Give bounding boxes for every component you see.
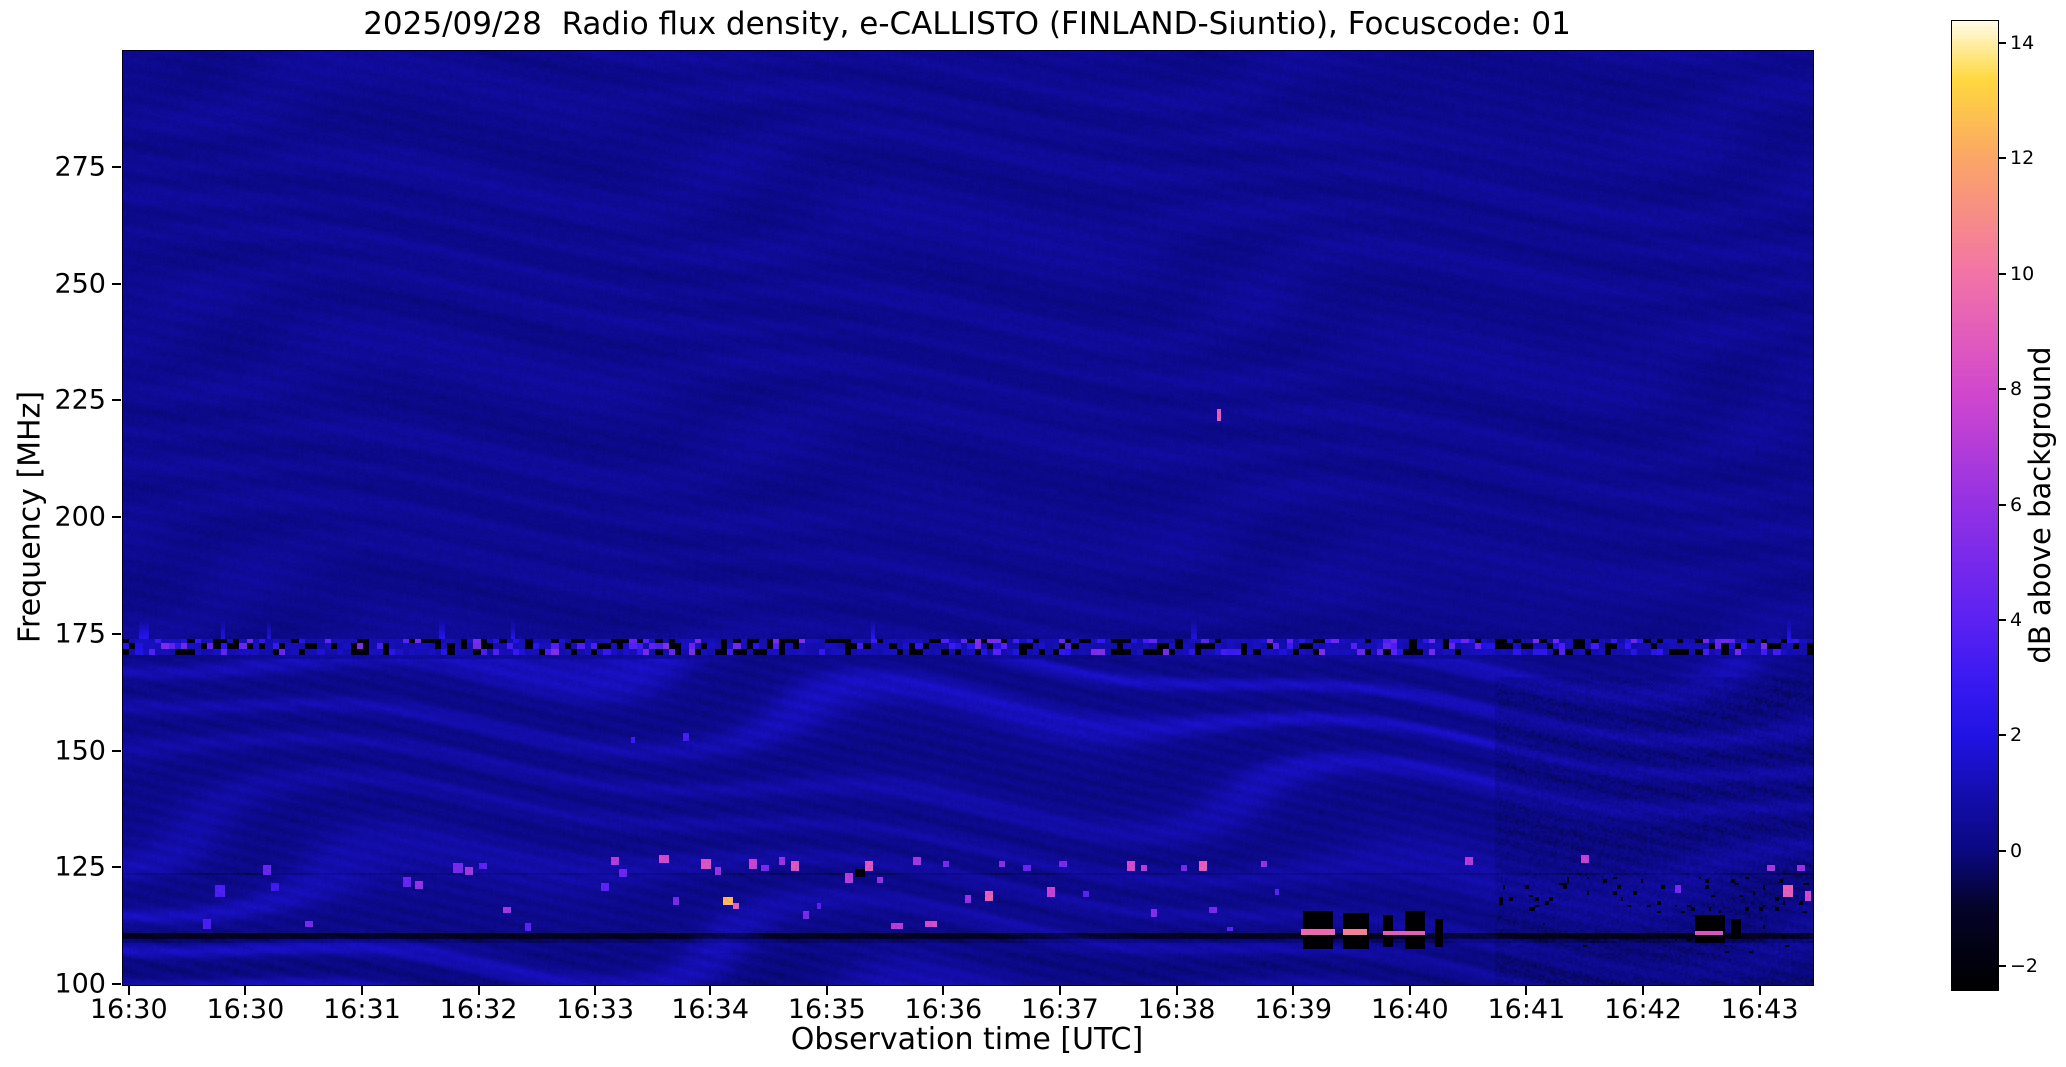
colorbar-tick-mark (1998, 618, 2006, 621)
x-tick-mark (1408, 986, 1411, 995)
colorbar-tick-label: 4 (2010, 608, 2023, 631)
colorbar-tick-label: 14 (2010, 32, 2035, 55)
colorbar-tick-label: 8 (2010, 378, 2023, 401)
x-tick-label: 16:37 (1021, 994, 1099, 1025)
x-tick-mark (360, 986, 363, 995)
x-tick-mark (127, 986, 130, 995)
x-tick-label: 16:34 (671, 994, 750, 1025)
x-tick-label: 16:38 (1137, 994, 1216, 1025)
x-tick-label: 16:33 (556, 994, 635, 1025)
y-tick-mark (112, 632, 121, 635)
colorbar (1951, 20, 1999, 991)
x-tick-label: 16:35 (787, 994, 866, 1025)
x-tick-mark (709, 986, 712, 995)
y-tick-mark (112, 516, 121, 518)
x-tick-mark (1292, 986, 1295, 995)
y-tick-mark (112, 983, 121, 985)
x-tick-label: 16:39 (1254, 994, 1333, 1025)
x-tick-label: 16:40 (1370, 994, 1449, 1025)
colorbar-label: dB above background (2023, 346, 2057, 664)
colorbar-tick-mark (1998, 734, 2006, 737)
colorbar-tick-label: 10 (2010, 262, 2035, 285)
y-tick-mark (112, 866, 121, 869)
colorbar-tick-label: −2 (2010, 954, 2039, 977)
x-tick-label: 16:41 (1487, 994, 1566, 1025)
colorbar-tick-label: 6 (2010, 493, 2023, 516)
x-tick-label: 16:42 (1604, 994, 1682, 1025)
colorbar-tick-mark (1998, 388, 2006, 391)
colorbar-tick-mark (1998, 503, 2006, 506)
x-tick-mark (825, 986, 828, 995)
colorbar-tick-mark (1998, 157, 2006, 160)
y-tick-mark (112, 399, 121, 402)
y-tick-label: 275 (54, 151, 106, 183)
x-tick-label: 16:43 (1720, 994, 1799, 1025)
y-tick-label: 200 (54, 501, 106, 533)
spectrogram-canvas (123, 51, 1813, 985)
colorbar-tick-label: 12 (2010, 147, 2035, 170)
colorbar-tick-mark (1998, 42, 2006, 45)
x-tick-mark (244, 986, 247, 995)
y-tick-mark (112, 749, 121, 752)
x-tick-mark (1758, 986, 1761, 995)
x-tick-label: 16:36 (904, 994, 983, 1025)
y-axis-label: Frequency [MHz] (12, 390, 48, 644)
colorbar-tick-mark (1998, 849, 2006, 852)
x-tick-mark (477, 986, 480, 995)
y-tick-mark (112, 165, 121, 168)
x-tick-mark (1525, 986, 1528, 995)
colorbar-tick-mark (1998, 272, 2006, 275)
x-tick-mark (1642, 986, 1644, 995)
x-tick-label: 16:30 (206, 994, 285, 1025)
colorbar-canvas (1952, 21, 1998, 990)
colorbar-tick-mark (1998, 964, 2006, 967)
x-tick-mark (1058, 986, 1061, 995)
x-tick-label: 16:31 (323, 994, 401, 1025)
spectrogram-plot (122, 50, 1814, 986)
y-tick-label: 225 (54, 384, 106, 416)
x-tick-mark (1175, 986, 1178, 995)
x-axis-label: Observation time [UTC] (790, 1022, 1144, 1057)
x-tick-label: 16:32 (439, 994, 518, 1025)
colorbar-tick-label: 0 (2010, 839, 2023, 862)
chart-title: 2025/09/28 Radio flux density, e-CALLIST… (363, 6, 1571, 42)
y-tick-label: 150 (54, 735, 106, 766)
x-tick-mark (942, 986, 945, 995)
y-tick-label: 250 (54, 268, 106, 299)
y-tick-label: 175 (54, 618, 106, 650)
y-tick-label: 100 (54, 968, 106, 1000)
colorbar-tick-label: 2 (2010, 724, 2023, 747)
y-tick-mark (112, 282, 121, 285)
x-tick-mark (594, 986, 597, 995)
y-tick-label: 125 (54, 851, 106, 883)
x-tick-label: 16:30 (89, 994, 168, 1025)
